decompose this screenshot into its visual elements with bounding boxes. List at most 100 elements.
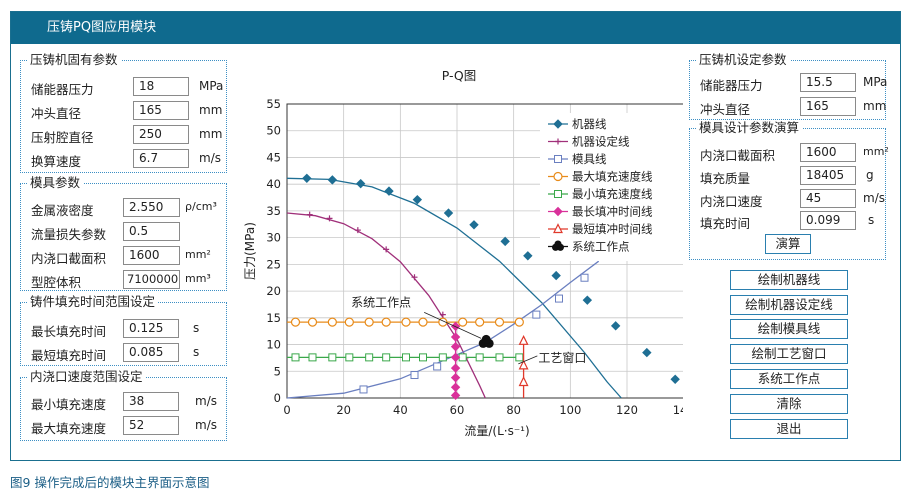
draw-mold-line-button[interactable]: 绘制模具线 — [730, 319, 848, 339]
series-diamond — [450, 321, 461, 401]
legend-label: 系统工作点 — [572, 240, 630, 254]
data-point — [411, 274, 418, 281]
data-point — [469, 220, 479, 230]
machine-params-group: 压铸机固有参数 储能器压力 18 MPa 冲头直径 165 mm 压射腔直径 2… — [20, 52, 227, 173]
data-point — [642, 347, 652, 358]
mold-param-row: 型腔体积 7100000 mm³ — [31, 270, 231, 290]
field-unit: ρ/cm³ — [185, 200, 217, 213]
fill-time-range-group: 铸件填充时间范围设定 最长填充时间 0.125 s 最短填充时间 0.085 s — [20, 294, 227, 366]
field-label: 型腔体积 — [31, 275, 82, 290]
data-point — [582, 295, 593, 305]
system-working-point-button[interactable]: 系统工作点 — [730, 369, 848, 389]
data-point — [495, 353, 504, 362]
x-tick-label: 80 — [506, 403, 521, 417]
design-gate-area-input[interactable]: 1600 — [800, 143, 856, 162]
y-tick-label: 25 — [266, 257, 281, 271]
data-point — [515, 353, 524, 362]
data-point — [532, 310, 541, 319]
field-unit: mm² — [863, 145, 889, 158]
accumulator-pressure-input[interactable]: 18 — [133, 77, 189, 96]
data-point — [354, 227, 361, 234]
data-point — [458, 317, 468, 327]
data-point — [555, 138, 561, 145]
field-unit: mm² — [185, 248, 211, 261]
y-tick-label: 5 — [274, 364, 281, 378]
machine-setting-row: 冲头直径 165 mm — [700, 97, 890, 117]
series-diamond — [286, 173, 680, 399]
gate-area-input[interactable]: 1600 — [123, 246, 180, 265]
plunger-diameter-input[interactable]: 165 — [133, 101, 189, 120]
metal-density-input[interactable]: 2.550 — [123, 198, 180, 217]
annotation-working-point: 系统工作点 — [351, 295, 411, 309]
legend-item: 机器设定线 — [548, 135, 630, 149]
data-point — [555, 294, 563, 303]
mold-design-group: 模具设计参数演算 内浇口截面积 1600 mm² 填充质量 18405 g 内浇… — [689, 120, 889, 260]
machine-setting-row: 储能器压力 15.5 MPa — [700, 73, 890, 93]
mold-param-row: 流量损失参数 0.5 — [31, 222, 231, 242]
machine-params-title: 压铸机固有参数 — [27, 52, 121, 68]
set-plunger-diameter-input[interactable]: 165 — [800, 97, 856, 116]
field-label: 冲头直径 — [31, 106, 82, 121]
data-point — [553, 171, 563, 182]
gate-speed-input[interactable]: 45 — [800, 189, 856, 208]
series-square — [286, 260, 600, 399]
mold-params-group: 模具参数 金属液密度 2.550 ρ/cm³ 流量损失参数 0.5 内浇口截面积… — [20, 175, 227, 291]
legend-label: 最大填充速度线 — [572, 170, 653, 184]
data-point — [306, 211, 313, 218]
field-label: 金属液密度 — [31, 203, 94, 218]
data-point — [402, 353, 410, 362]
min-fill-time-input[interactable]: 0.085 — [123, 343, 179, 362]
data-point — [450, 352, 461, 363]
draw-process-window-button[interactable]: 绘制工艺窗口 — [730, 344, 848, 364]
data-point — [450, 341, 461, 352]
data-point — [345, 353, 354, 362]
data-point — [450, 390, 461, 401]
field-unit: m/s — [195, 418, 217, 432]
fill-time-range-title: 铸件填充时间范围设定 — [27, 294, 159, 310]
data-point — [553, 206, 563, 217]
x-tick-label: 0 — [283, 403, 290, 417]
figure-number: 图9 — [10, 475, 31, 490]
legend-item: 最短填冲时间线 — [548, 222, 653, 236]
fill-time-row: 最长填充时间 0.125 s — [31, 319, 231, 339]
draw-machine-setting-line-button[interactable]: 绘制机器设定线 — [730, 295, 848, 315]
field-label: 压射腔直径 — [31, 130, 94, 145]
legend-label: 机器设定线 — [572, 135, 630, 149]
max-fill-time-input[interactable]: 0.125 — [123, 319, 179, 338]
cavity-volume-input[interactable]: 7100000 — [123, 270, 180, 289]
exit-button[interactable]: 退出 — [730, 419, 848, 439]
data-point — [302, 173, 312, 184]
field-unit: s — [868, 213, 875, 227]
data-point — [344, 317, 354, 327]
annotation-process-window: 工艺窗口 — [538, 351, 586, 365]
data-point — [475, 353, 484, 362]
title-bar: 压铸PQ图应用模块 — [11, 12, 900, 44]
calculate-button[interactable]: 演算 — [765, 234, 811, 254]
series-circle — [287, 317, 524, 327]
data-point — [580, 273, 589, 282]
series-line — [286, 260, 600, 399]
set-accumulator-pressure-input[interactable]: 15.5 — [800, 73, 856, 92]
fill-mass-input[interactable]: 18405 — [800, 166, 856, 185]
data-point — [327, 317, 337, 327]
field-label: 冲头直径 — [700, 102, 751, 117]
max-fill-speed-input[interactable]: 52 — [123, 416, 179, 435]
flow-loss-input[interactable]: 0.5 — [123, 222, 180, 241]
clear-button[interactable]: 清除 — [730, 394, 848, 414]
x-tick-label: 100 — [559, 403, 581, 417]
data-point — [610, 321, 621, 331]
conversion-speed-input[interactable]: 6.7 — [133, 149, 189, 168]
field-unit: MPa — [199, 79, 224, 93]
field-label: 储能器压力 — [700, 78, 763, 93]
data-point — [443, 208, 454, 218]
data-point — [554, 155, 562, 163]
shot-chamber-diameter-input[interactable]: 250 — [133, 125, 189, 144]
x-axis-label: 流量/(L·s⁻¹) — [464, 424, 529, 438]
fill-time-input[interactable]: 0.099 — [800, 211, 856, 230]
min-fill-speed-input[interactable]: 38 — [123, 392, 179, 411]
machine-param-row: 冲头直径 165 mm — [31, 101, 231, 121]
draw-machine-line-button[interactable]: 绘制机器线 — [730, 270, 848, 290]
data-point — [401, 317, 411, 327]
legend-item: 最大填充速度线 — [548, 170, 653, 184]
field-unit: m/s — [199, 151, 221, 165]
